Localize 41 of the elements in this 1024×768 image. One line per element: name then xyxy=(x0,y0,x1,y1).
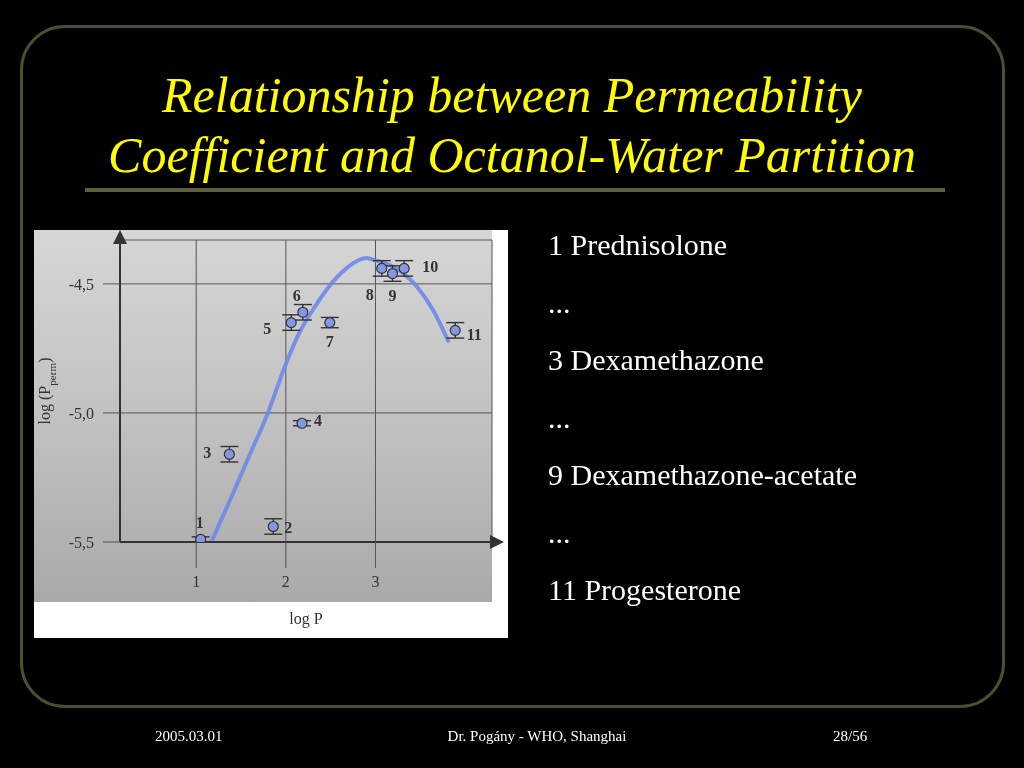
point xyxy=(296,417,308,429)
point xyxy=(267,520,279,533)
annotation: 7 xyxy=(325,332,334,350)
line-series xyxy=(209,256,451,542)
text: Dr. Pogány - WHO, Shanghai xyxy=(446,728,628,745)
text: 2005.03.01 xyxy=(155,728,224,745)
point xyxy=(376,262,388,274)
point xyxy=(386,267,399,280)
annotation: 9 xyxy=(388,286,397,304)
annotation: 2 xyxy=(284,518,293,536)
point xyxy=(195,533,207,542)
text: 11 Progesterone xyxy=(548,572,742,608)
annotation: 11 xyxy=(466,325,482,343)
annotation: 8 xyxy=(365,285,374,303)
y-tick-label: -4,5 xyxy=(68,275,94,293)
annotation: 10 xyxy=(422,257,439,275)
x-tick-label: 2 xyxy=(281,573,290,591)
annotation: 3 xyxy=(203,443,212,461)
x-tick-label: 1 xyxy=(192,573,201,591)
point xyxy=(223,448,235,460)
annotation: 5 xyxy=(263,319,272,337)
text: ... xyxy=(548,399,572,436)
y-tick-label: -5,0 xyxy=(68,404,94,422)
x-axis-title: log P xyxy=(289,610,323,628)
text: 9 Dexamethazone-acetate xyxy=(548,457,858,493)
annotation: 6 xyxy=(292,286,301,304)
text: 28/56 xyxy=(833,728,869,745)
y-tick-label: -5,5 xyxy=(68,533,94,551)
point xyxy=(297,306,309,318)
chart-title: Relationship between Permeability Coefficient and Octanol-Water Partition xyxy=(107,66,917,185)
point xyxy=(449,324,461,336)
point xyxy=(398,262,410,274)
text: 3 Dexamethazone xyxy=(548,342,765,378)
point xyxy=(285,317,297,329)
x-tick-label: 3 xyxy=(371,573,380,591)
text: 1 Prednisolone xyxy=(548,227,729,263)
annotation: 4 xyxy=(313,411,322,429)
text: ... xyxy=(548,514,572,551)
point xyxy=(324,317,336,329)
text: ... xyxy=(548,284,572,321)
annotation: 1 xyxy=(195,513,204,531)
